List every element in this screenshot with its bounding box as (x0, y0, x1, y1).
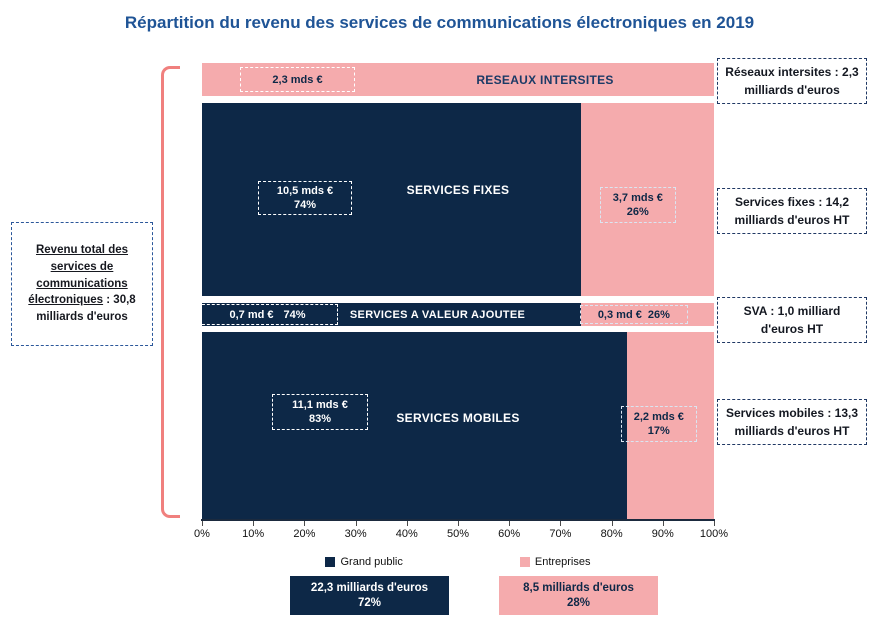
value-box-mobiles-entreprises: 2,2 mds € 17% (620, 406, 697, 442)
x-tick-label: 20% (293, 528, 316, 540)
value-label: 11,1 mds € (292, 399, 348, 411)
segment-fixes-grand-public (202, 103, 581, 296)
x-tick (406, 521, 408, 526)
total-box-grand-public: 22,3 milliards d'euros 72% (290, 576, 449, 615)
x-axis-tick-labels: 0% 10% 20% 30% 40% 50% 60% 70% 80% 90% 100% (194, 528, 728, 542)
bar-row-intersites: 2,3 mds € RESEAUX INTERSITES (202, 63, 714, 96)
bar-title-mobiles: SERVICES MOBILES (396, 411, 520, 426)
value-label: 10,5 mds € (276, 185, 334, 197)
x-tick-label: 40% (395, 528, 418, 540)
x-tick (662, 521, 664, 526)
total-box-entreprises: 8,5 milliards d'euros 28% (499, 576, 658, 615)
x-tick-label: 50% (446, 528, 470, 540)
value-box-fixes-grand-public: 10,5 mds € 74% (258, 181, 352, 215)
x-tick (202, 521, 203, 526)
x-tick (355, 521, 357, 526)
legend-item-entreprises: Entreprises (519, 556, 591, 568)
x-tick-label: 80% (600, 528, 623, 540)
value-box-sva-entreprises: 0,3 md € 26% (579, 305, 688, 324)
plot-area: 2,3 mds € RESEAUX INTERSITES 10,5 mds € … (197, 63, 714, 520)
legend: Grand public Entreprises (202, 556, 714, 568)
total-pct: 72% (357, 596, 382, 609)
x-tick (458, 521, 459, 526)
value-label: 0,3 md € (597, 308, 642, 321)
legend-label: Entreprises (534, 556, 591, 568)
x-tick-label: 10% (242, 528, 265, 540)
value-label: 0,7 md € (229, 308, 274, 321)
value-label: 3,7 mds € (612, 192, 663, 204)
x-tick (611, 521, 613, 526)
x-tick-label: 0% (194, 528, 210, 540)
x-tick-label: 70% (549, 528, 572, 540)
x-axis-line (201, 519, 715, 521)
value-pct: 74% (293, 199, 317, 211)
x-tick-label: 100% (699, 528, 729, 540)
x-tick (253, 521, 255, 526)
x-tick-label: 90% (651, 528, 674, 540)
value-box-mobiles-grand-public: 11,1 mds € 83% (272, 394, 368, 430)
total-label: 22,3 milliards d'euros (310, 581, 429, 594)
bar-title-intersites: RESEAUX INTERSITES (476, 72, 614, 87)
x-tick (304, 521, 306, 526)
total-revenue-note: Revenu total des services de communicati… (11, 222, 153, 346)
x-tick (509, 521, 511, 526)
value-box-fixes-entreprises: 3,7 mds € 26% (599, 187, 676, 223)
legend-swatch-entreprises (519, 557, 530, 567)
bar-title-fixes: SERVICES FIXES (406, 182, 510, 197)
value-pct: 83% (308, 413, 332, 425)
x-axis-ticks (202, 521, 715, 527)
note-fixes: Services fixes : 14,2 milliards d'euros … (717, 188, 867, 234)
total-label: 8,5 milliards d'euros (523, 581, 634, 594)
value-label: 2,3 mds € (272, 73, 323, 86)
x-tick-label: 30% (344, 528, 367, 540)
value-box-intersites: 2,3 mds € (240, 67, 355, 92)
total-pct: 28% (566, 596, 591, 609)
note-sva: SVA : 1,0 milliard d'euros HT (717, 297, 867, 343)
total-bracket (161, 66, 180, 518)
segment-mobiles-grand-public (202, 332, 627, 520)
note-mobiles: Services mobiles : 13,3 milliards d'euro… (717, 399, 867, 445)
legend-swatch-grand-public (325, 557, 336, 567)
value-box-sva-grand-public: 0,7 md € 74% (197, 304, 338, 325)
value-pct: 17% (647, 425, 670, 437)
bar-row-sva: 0,7 md € 74% SERVICES A VALEUR AJOUTEE 0… (197, 303, 714, 326)
bar-row-fixes: 10,5 mds € 74% SERVICES FIXES 3,7 mds € … (202, 103, 714, 296)
x-tick (714, 521, 715, 526)
bar-title-sva: SERVICES A VALEUR AJOUTEE (349, 308, 526, 321)
legend-item-grand-public: Grand public (325, 556, 403, 568)
bar-row-mobiles: 11,1 mds € 83% SERVICES MOBILES 2,2 mds … (202, 332, 714, 520)
x-tick-label: 60% (498, 528, 521, 540)
legend-label: Grand public (340, 556, 403, 568)
total-revenue-note-rest: : 30,8 milliards d'euros (36, 294, 136, 323)
value-pct: 26% (626, 206, 649, 218)
segment-sva-grand-public (202, 303, 581, 326)
value-pct: 74% (283, 308, 306, 321)
value-label: 2,2 mds € (633, 411, 684, 423)
chart-title: Répartition du revenu des services de co… (124, 13, 755, 32)
x-tick (560, 521, 562, 526)
total-revenue-note-underlined: Revenu total des services de communicati… (28, 244, 129, 307)
value-pct: 26% (647, 308, 670, 321)
note-intersites: Réseaux intersites : 2,3 milliards d'eur… (717, 58, 867, 104)
total-revenue-note-text: Revenu total des services de communicati… (16, 242, 148, 325)
